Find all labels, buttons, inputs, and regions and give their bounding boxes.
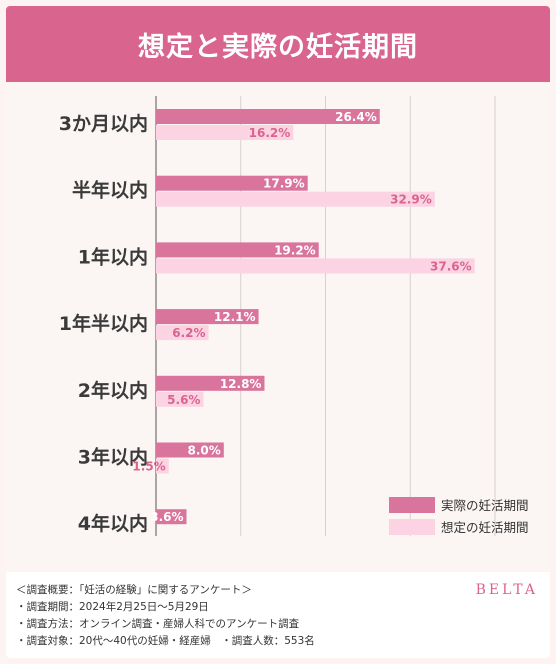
category-label: 4年以内 — [78, 512, 148, 535]
category-label: 半年以内 — [72, 179, 148, 202]
bar-expected — [156, 391, 204, 407]
category-label: 1年半以内 — [59, 312, 148, 335]
bar-actual — [156, 109, 380, 124]
category-label: 2年以内 — [78, 379, 148, 402]
data-label: 3.6% — [150, 510, 183, 524]
survey-notes: ＜調査概要：「妊活の経験」に関するアンケート＞ ・調査期間：2024年2月25日… — [6, 572, 550, 658]
data-label: 5.6% — [167, 393, 200, 407]
category-label: 1年以内 — [78, 245, 148, 268]
header-banner: 想定と実際の妊活期間 — [6, 6, 550, 82]
bar-expected — [156, 458, 169, 474]
data-label: 12.8% — [220, 377, 262, 391]
bar-expected — [156, 325, 209, 341]
legend-label: 実際の妊活期間 — [441, 498, 529, 513]
category-label: 3か月以内 — [59, 112, 148, 135]
infographic: 想定と実際の妊活期間 3か月以内 26.4% 16.2% 半年以内 17.9% 32.9%… — [6, 6, 550, 658]
chart-title: 想定と実際の妊活期間 — [138, 31, 418, 63]
bar-actual — [156, 509, 187, 525]
data-label: 32.9% — [390, 193, 432, 207]
legend-label: 想定の妊活期間 — [441, 520, 529, 535]
bar-actual — [156, 442, 224, 458]
bar-actual — [156, 309, 259, 325]
belta-logo: BELTA — [475, 582, 538, 598]
data-label: 26.4% — [335, 110, 377, 124]
bar-expected — [156, 125, 294, 140]
data-label: 1.5% — [132, 460, 165, 474]
bar-actual — [156, 175, 308, 191]
data-label: 6.2% — [172, 326, 205, 340]
data-label: 37.6% — [430, 259, 472, 273]
data-label: 12.1% — [214, 310, 256, 324]
data-label: 19.2% — [274, 243, 316, 257]
legend-swatch — [389, 519, 435, 535]
data-label: 16.2% — [249, 126, 291, 140]
category-label: 3年以内 — [78, 446, 148, 469]
data-label: 8.0% — [188, 444, 221, 458]
bar-actual — [156, 242, 319, 258]
survey-period: ・調査期間：2024年2月25日～5月29日 — [16, 601, 209, 613]
data-label: 17.9% — [263, 177, 305, 191]
survey-method: ・調査方法：オンライン調査・産婦人科でのアンケート調査 — [16, 618, 300, 630]
survey-target: ・調査対象：20代～40代の妊婦・経産婦 ・調査人数：553名 — [16, 635, 315, 647]
legend-swatch — [389, 497, 435, 513]
bar-expected — [156, 258, 475, 274]
survey-overview: ＜調査概要：「妊活の経験」に関するアンケート＞ — [16, 584, 252, 596]
bar-actual — [156, 375, 265, 391]
bar-chart: 3か月以内 26.4% 16.2% 半年以内 17.9% 32.9% 1年以内 19.2% 37… — [59, 96, 529, 536]
bar-expected — [156, 191, 435, 207]
